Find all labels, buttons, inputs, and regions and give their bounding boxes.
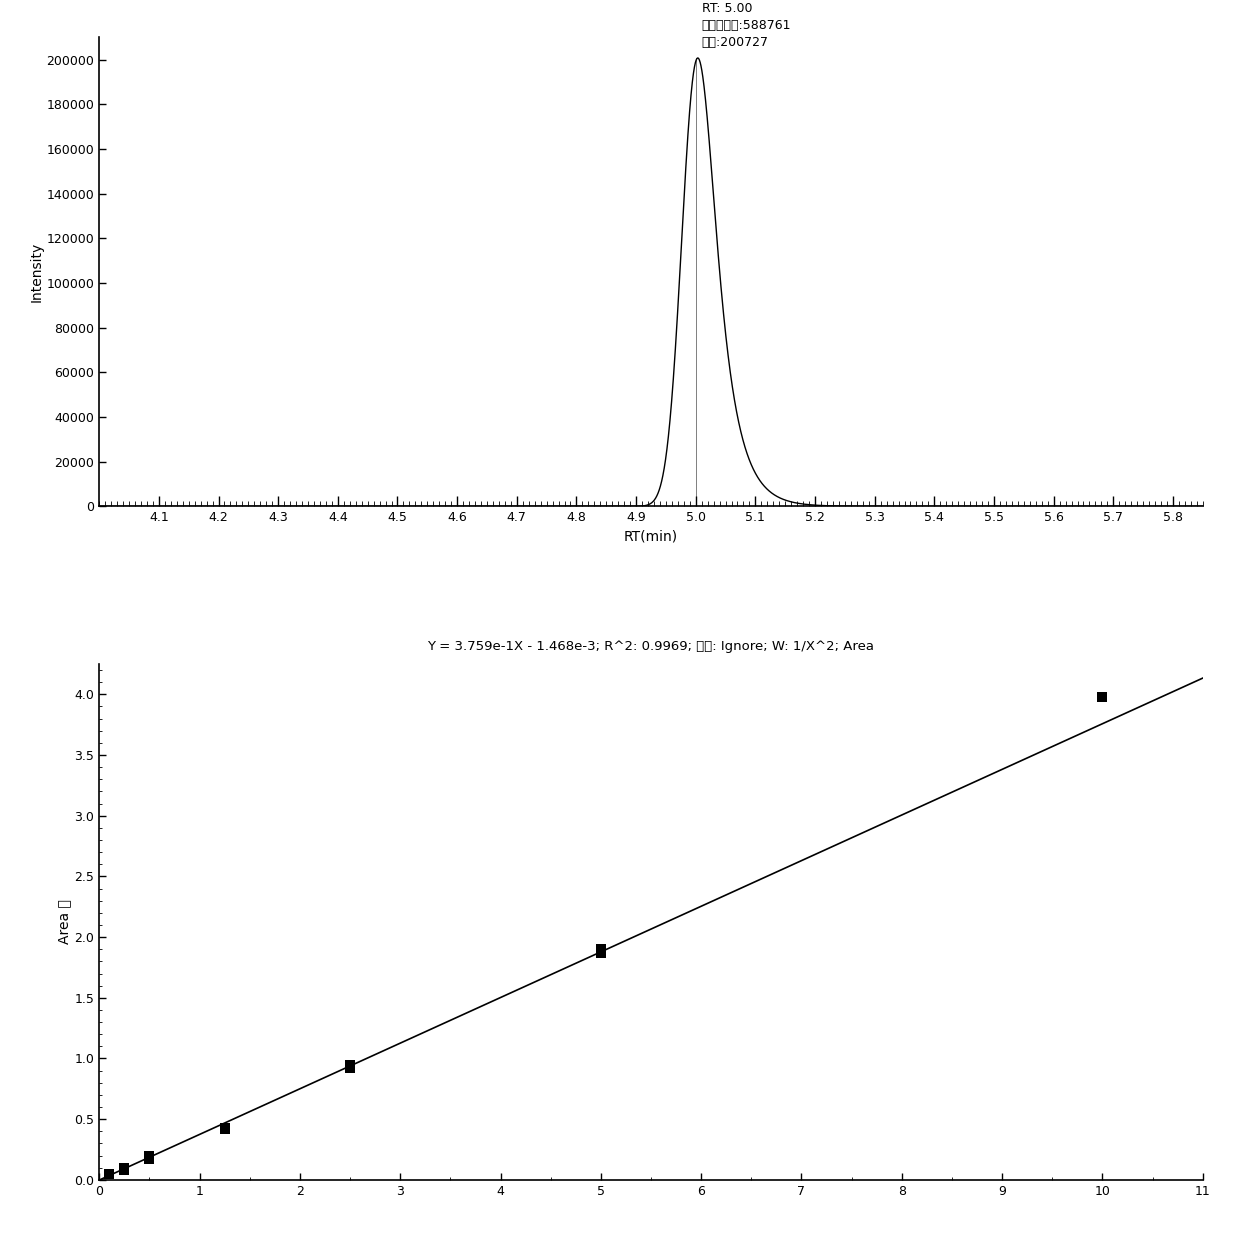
Point [139,1149,159,1169]
Y-axis label: Area 比: Area 比 [57,899,72,944]
Y-axis label: Intensity: Intensity [30,242,43,302]
Point [99,1164,119,1184]
Point [591,943,611,963]
Point [139,1145,159,1165]
Point [591,939,611,959]
Point [114,1160,134,1180]
Point [340,1054,360,1074]
Text: RT: 5.00
自动峰面积:588761
峰高:200727: RT: 5.00 自动峰面积:588761 峰高:200727 [702,2,791,48]
X-axis label: RT(min): RT(min) [624,530,678,544]
Point [340,1058,360,1078]
Point [215,1118,234,1138]
Point [1092,687,1112,707]
Title: Y = 3.759e-1X - 1.468e-3; R^2: 0.9969; 原点: Ignore; W: 1/X^2; Area: Y = 3.759e-1X - 1.468e-3; R^2: 0.9969; 原… [428,640,874,653]
Point [215,1119,234,1139]
Point [114,1158,134,1177]
